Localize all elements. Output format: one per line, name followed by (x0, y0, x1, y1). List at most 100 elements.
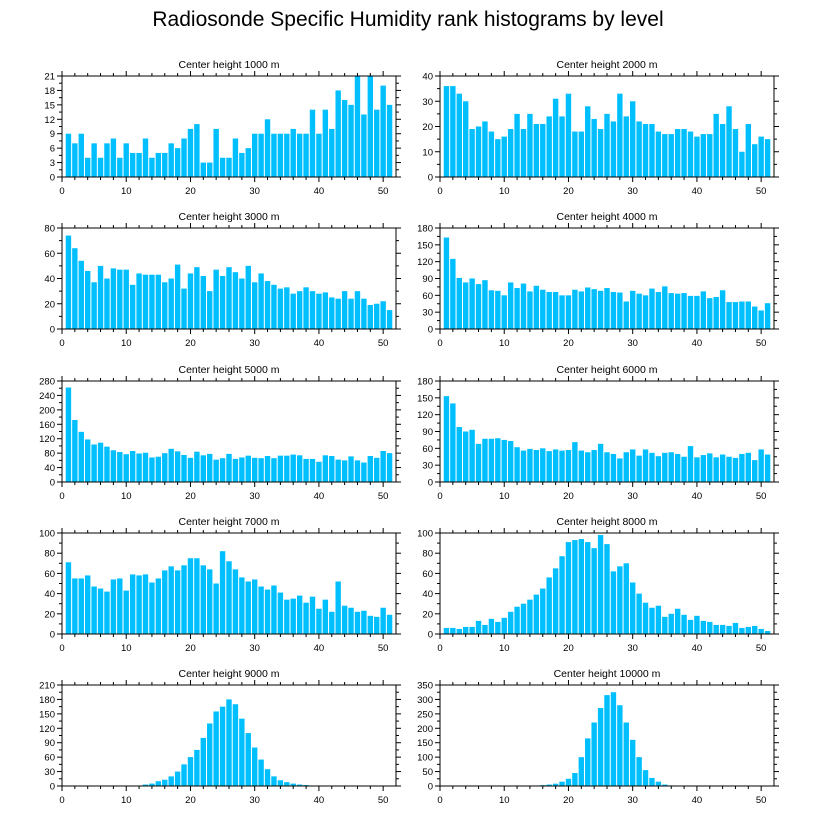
histogram-bar (450, 403, 455, 482)
panel-title: Center height 3000 m (179, 211, 280, 223)
histogram-bar (720, 455, 725, 482)
histogram-bar (701, 291, 706, 329)
histogram-bar (303, 134, 308, 177)
histogram-bar (752, 307, 757, 329)
histogram-bar (579, 757, 584, 786)
histogram-bar (98, 158, 103, 177)
histogram-bar (374, 304, 379, 329)
histogram-bar (143, 139, 148, 177)
panel-title: Center height 7000 m (179, 516, 280, 528)
histogram-bar (310, 459, 315, 482)
histogram-bar (265, 281, 270, 329)
histogram-bar (617, 705, 622, 786)
x-tick-label: 0 (59, 795, 64, 806)
histogram-bar (617, 293, 622, 329)
histogram-bar (181, 455, 186, 482)
histogram-bar (630, 582, 635, 634)
panel-title: Center height 10000 m (554, 668, 661, 680)
histogram-bar (233, 704, 238, 786)
x-tick-label: 40 (692, 186, 703, 197)
y-tick-label: 0 (50, 630, 55, 641)
x-tick-label: 10 (499, 643, 510, 654)
x-tick-label: 10 (121, 491, 132, 502)
histogram-bar (323, 292, 328, 329)
histogram-bar (252, 134, 257, 177)
histogram-bar (368, 616, 373, 634)
x-tick-label: 20 (185, 643, 196, 654)
y-tick-label: 12 (44, 115, 55, 126)
histogram-bar (66, 134, 71, 177)
histogram-bar (258, 587, 263, 634)
histogram-bar (111, 579, 116, 634)
histogram-bar (681, 615, 686, 634)
histogram-bar (534, 450, 539, 482)
histogram-bar (713, 297, 718, 329)
histogram-bar (168, 776, 173, 786)
histogram-bar (79, 261, 84, 329)
histogram-bar (688, 296, 693, 329)
histogram-bar (534, 286, 539, 329)
histogram-bar (688, 132, 693, 177)
histogram-bar (585, 106, 590, 177)
histogram-bar (675, 609, 680, 634)
histogram-bar (355, 291, 360, 329)
y-tick-label: 120 (39, 724, 55, 735)
histogram-bar (124, 454, 129, 482)
histogram-bar (297, 134, 302, 177)
histogram-bar (239, 153, 244, 177)
histogram-bar (220, 707, 225, 786)
histogram-bar (521, 129, 526, 177)
x-tick-label: 20 (185, 186, 196, 197)
histogram-bar (707, 298, 712, 329)
histogram-bar (387, 310, 392, 329)
histogram-bar (656, 782, 661, 786)
histogram-bar (265, 769, 270, 786)
histogram-bar (246, 733, 251, 786)
histogram-bar (585, 287, 590, 329)
histogram-bar (162, 780, 167, 786)
y-tick-label: 80 (422, 549, 433, 560)
histogram-bar (457, 427, 462, 482)
histogram-bar (726, 106, 731, 177)
histogram-bar (495, 291, 500, 329)
y-tick-label: 280 (39, 377, 55, 388)
histogram-bar (278, 456, 283, 482)
histogram-bar (213, 711, 218, 786)
histogram-bar (162, 453, 167, 482)
histogram-bar (194, 452, 199, 482)
histogram-bar (181, 139, 186, 177)
histogram-bar (329, 612, 334, 634)
panel-title: Center height 8000 m (557, 516, 658, 528)
histogram-bar (495, 139, 500, 177)
y-tick-label: 100 (417, 753, 433, 764)
histogram-bar (252, 579, 257, 634)
histogram-bar (278, 134, 283, 177)
y-tick-label: 0 (428, 478, 433, 489)
histogram-bar (335, 581, 340, 634)
histogram-bar (66, 387, 71, 482)
histogram-bar (79, 578, 84, 634)
histogram-bar (213, 270, 218, 329)
histogram-bar (617, 94, 622, 177)
y-tick-label: 150 (39, 709, 55, 720)
histogram-bar (104, 592, 109, 634)
histogram-bar (469, 430, 474, 482)
y-tick-label: 200 (39, 405, 55, 416)
x-tick-label: 0 (437, 186, 442, 197)
histogram-bar (156, 578, 161, 634)
histogram-bar (604, 288, 609, 329)
histogram-bar (98, 266, 103, 329)
histogram-bar (636, 294, 641, 329)
histogram-bar (579, 291, 584, 329)
histogram-bar (489, 439, 494, 482)
histogram-bar (72, 420, 77, 482)
histogram-bar (527, 291, 532, 329)
histogram-bar (335, 90, 340, 177)
x-tick-label: 0 (437, 795, 442, 806)
histogram-bar (495, 622, 500, 634)
x-tick-label: 20 (185, 795, 196, 806)
histogram-bar (604, 452, 609, 482)
histogram-bar (707, 453, 712, 482)
histogram-bar (681, 293, 686, 329)
